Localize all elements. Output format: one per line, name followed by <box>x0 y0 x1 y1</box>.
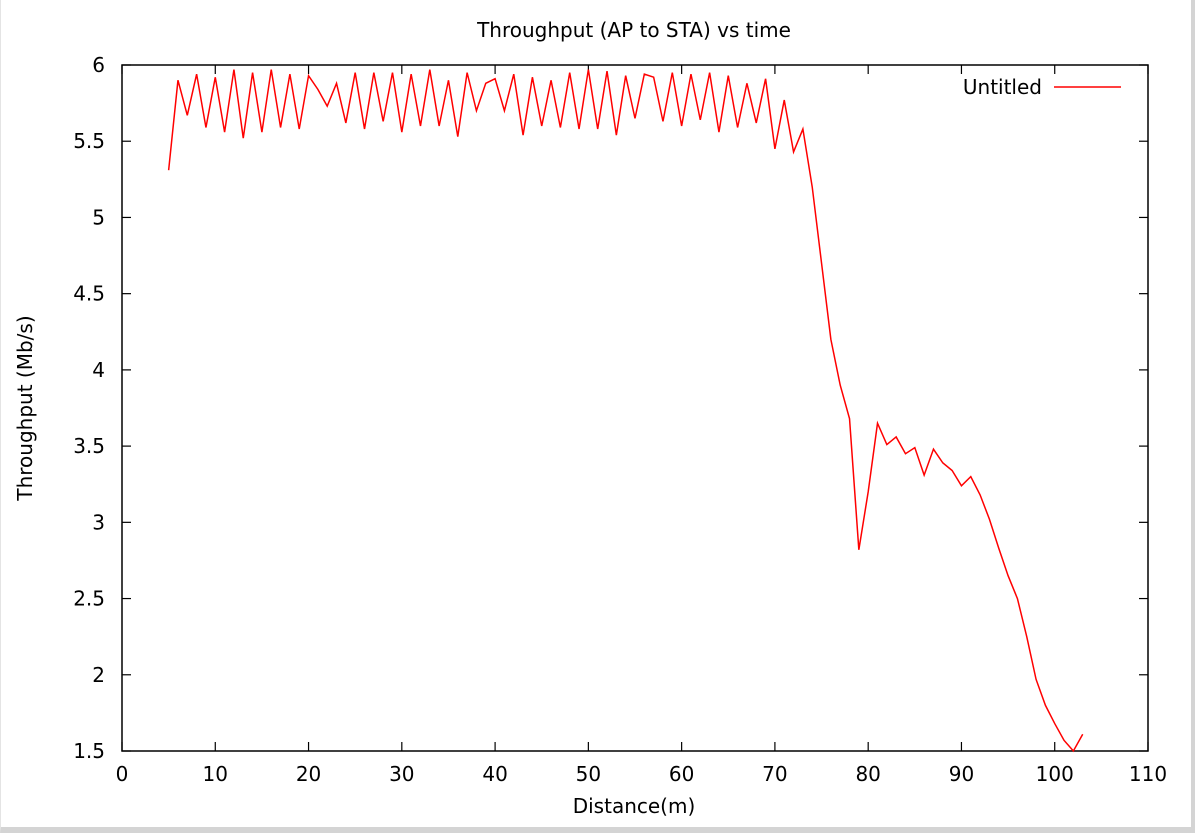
x-axis: 0 10 20 30 40 50 60 70 80 90 100 110 <box>116 65 1167 786</box>
y-tick-label: 1.5 <box>73 739 105 763</box>
x-tick-label: 30 <box>389 762 414 786</box>
series-layer <box>167 69 1084 753</box>
y-tick-label: 4.5 <box>73 282 105 306</box>
x-tick-label: 80 <box>855 762 880 786</box>
y-tick-label: 3.5 <box>73 434 105 458</box>
x-tick-label: 110 <box>1129 762 1167 786</box>
y-tick-label: 3 <box>92 510 105 534</box>
x-tick-label: 100 <box>1036 762 1074 786</box>
y-axis-label: Throughput (Mb/s) <box>13 315 37 501</box>
x-tick-label: 50 <box>576 762 601 786</box>
y-tick-label: 2.5 <box>73 587 105 611</box>
series-line-untitled <box>167 69 1084 753</box>
legend: Untitled <box>963 75 1121 99</box>
x-tick-label: 90 <box>949 762 974 786</box>
y-axis: 1.5 2 2.5 3 3.5 4 4.5 5 5.5 6 <box>73 53 1148 763</box>
y-tick-label: 6 <box>92 53 105 77</box>
y-tick-label: 5.5 <box>73 129 105 153</box>
x-tick-label: 0 <box>116 762 129 786</box>
x-tick-label: 20 <box>296 762 321 786</box>
x-tick-label: 40 <box>482 762 507 786</box>
legend-label: Untitled <box>963 75 1042 99</box>
y-tick-label: 5 <box>92 205 105 229</box>
x-tick-label: 70 <box>762 762 787 786</box>
x-tick-label: 10 <box>203 762 228 786</box>
x-tick-label: 60 <box>669 762 694 786</box>
chart-title: Throughput (AP to STA) vs time <box>476 18 791 42</box>
plot-area-border <box>121 64 1149 752</box>
y-tick-label: 4 <box>92 358 105 382</box>
x-axis-label: Distance(m) <box>573 794 696 818</box>
y-tick-label: 2 <box>92 663 105 687</box>
